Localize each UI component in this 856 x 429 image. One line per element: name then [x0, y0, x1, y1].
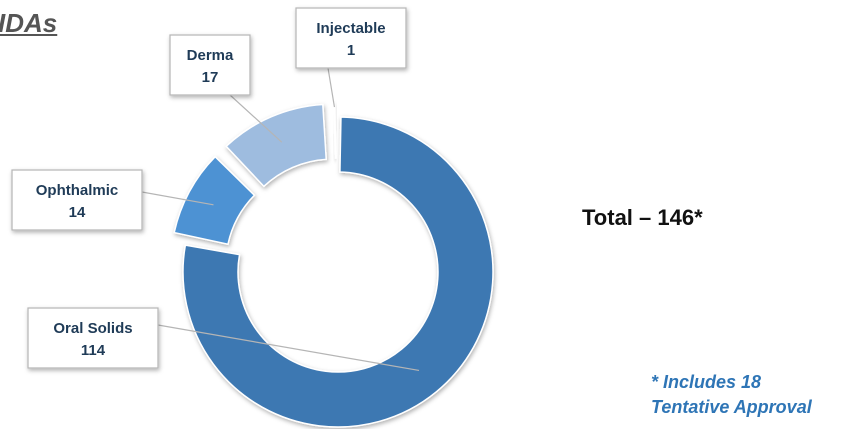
callout-box: [169, 34, 251, 96]
callout-value-label: 17: [202, 69, 219, 86]
leader-line: [327, 67, 336, 108]
footnote-line-2: Tentative Approval: [651, 397, 812, 417]
callout-box: [11, 169, 143, 231]
callout-category-label: Oral Solids: [53, 320, 132, 337]
callouts: Oral Solids 114 Ophthalmic 14 Derma 17 Injecta…: [11, 7, 420, 372]
footnote-line-1: * Includes 18: [651, 372, 762, 392]
donut-slices: [173, 102, 494, 428]
chart-title: IDAs: [0, 8, 58, 38]
callout-box: [27, 307, 159, 369]
leader-line: [157, 324, 420, 372]
callout-category-label: Injectable: [316, 20, 385, 37]
callout-box: [295, 7, 407, 69]
slice-ophthalmic: [173, 155, 256, 246]
slice-derma: [225, 103, 328, 188]
callout-value-label: 114: [81, 342, 106, 359]
callout-value-label: 14: [69, 204, 86, 221]
total-label: Total – 146*: [582, 205, 703, 230]
callout-category-label: Ophthalmic: [36, 182, 119, 199]
leader-line: [141, 191, 214, 206]
slice-injectable: [333, 102, 337, 159]
slice-oral-solids: [182, 116, 494, 428]
footnote: * Includes 18 Tentative Approval: [651, 370, 812, 420]
callout-value-label: 1: [347, 42, 355, 59]
leader-line: [229, 94, 283, 143]
callout-category-label: Derma: [187, 47, 234, 64]
